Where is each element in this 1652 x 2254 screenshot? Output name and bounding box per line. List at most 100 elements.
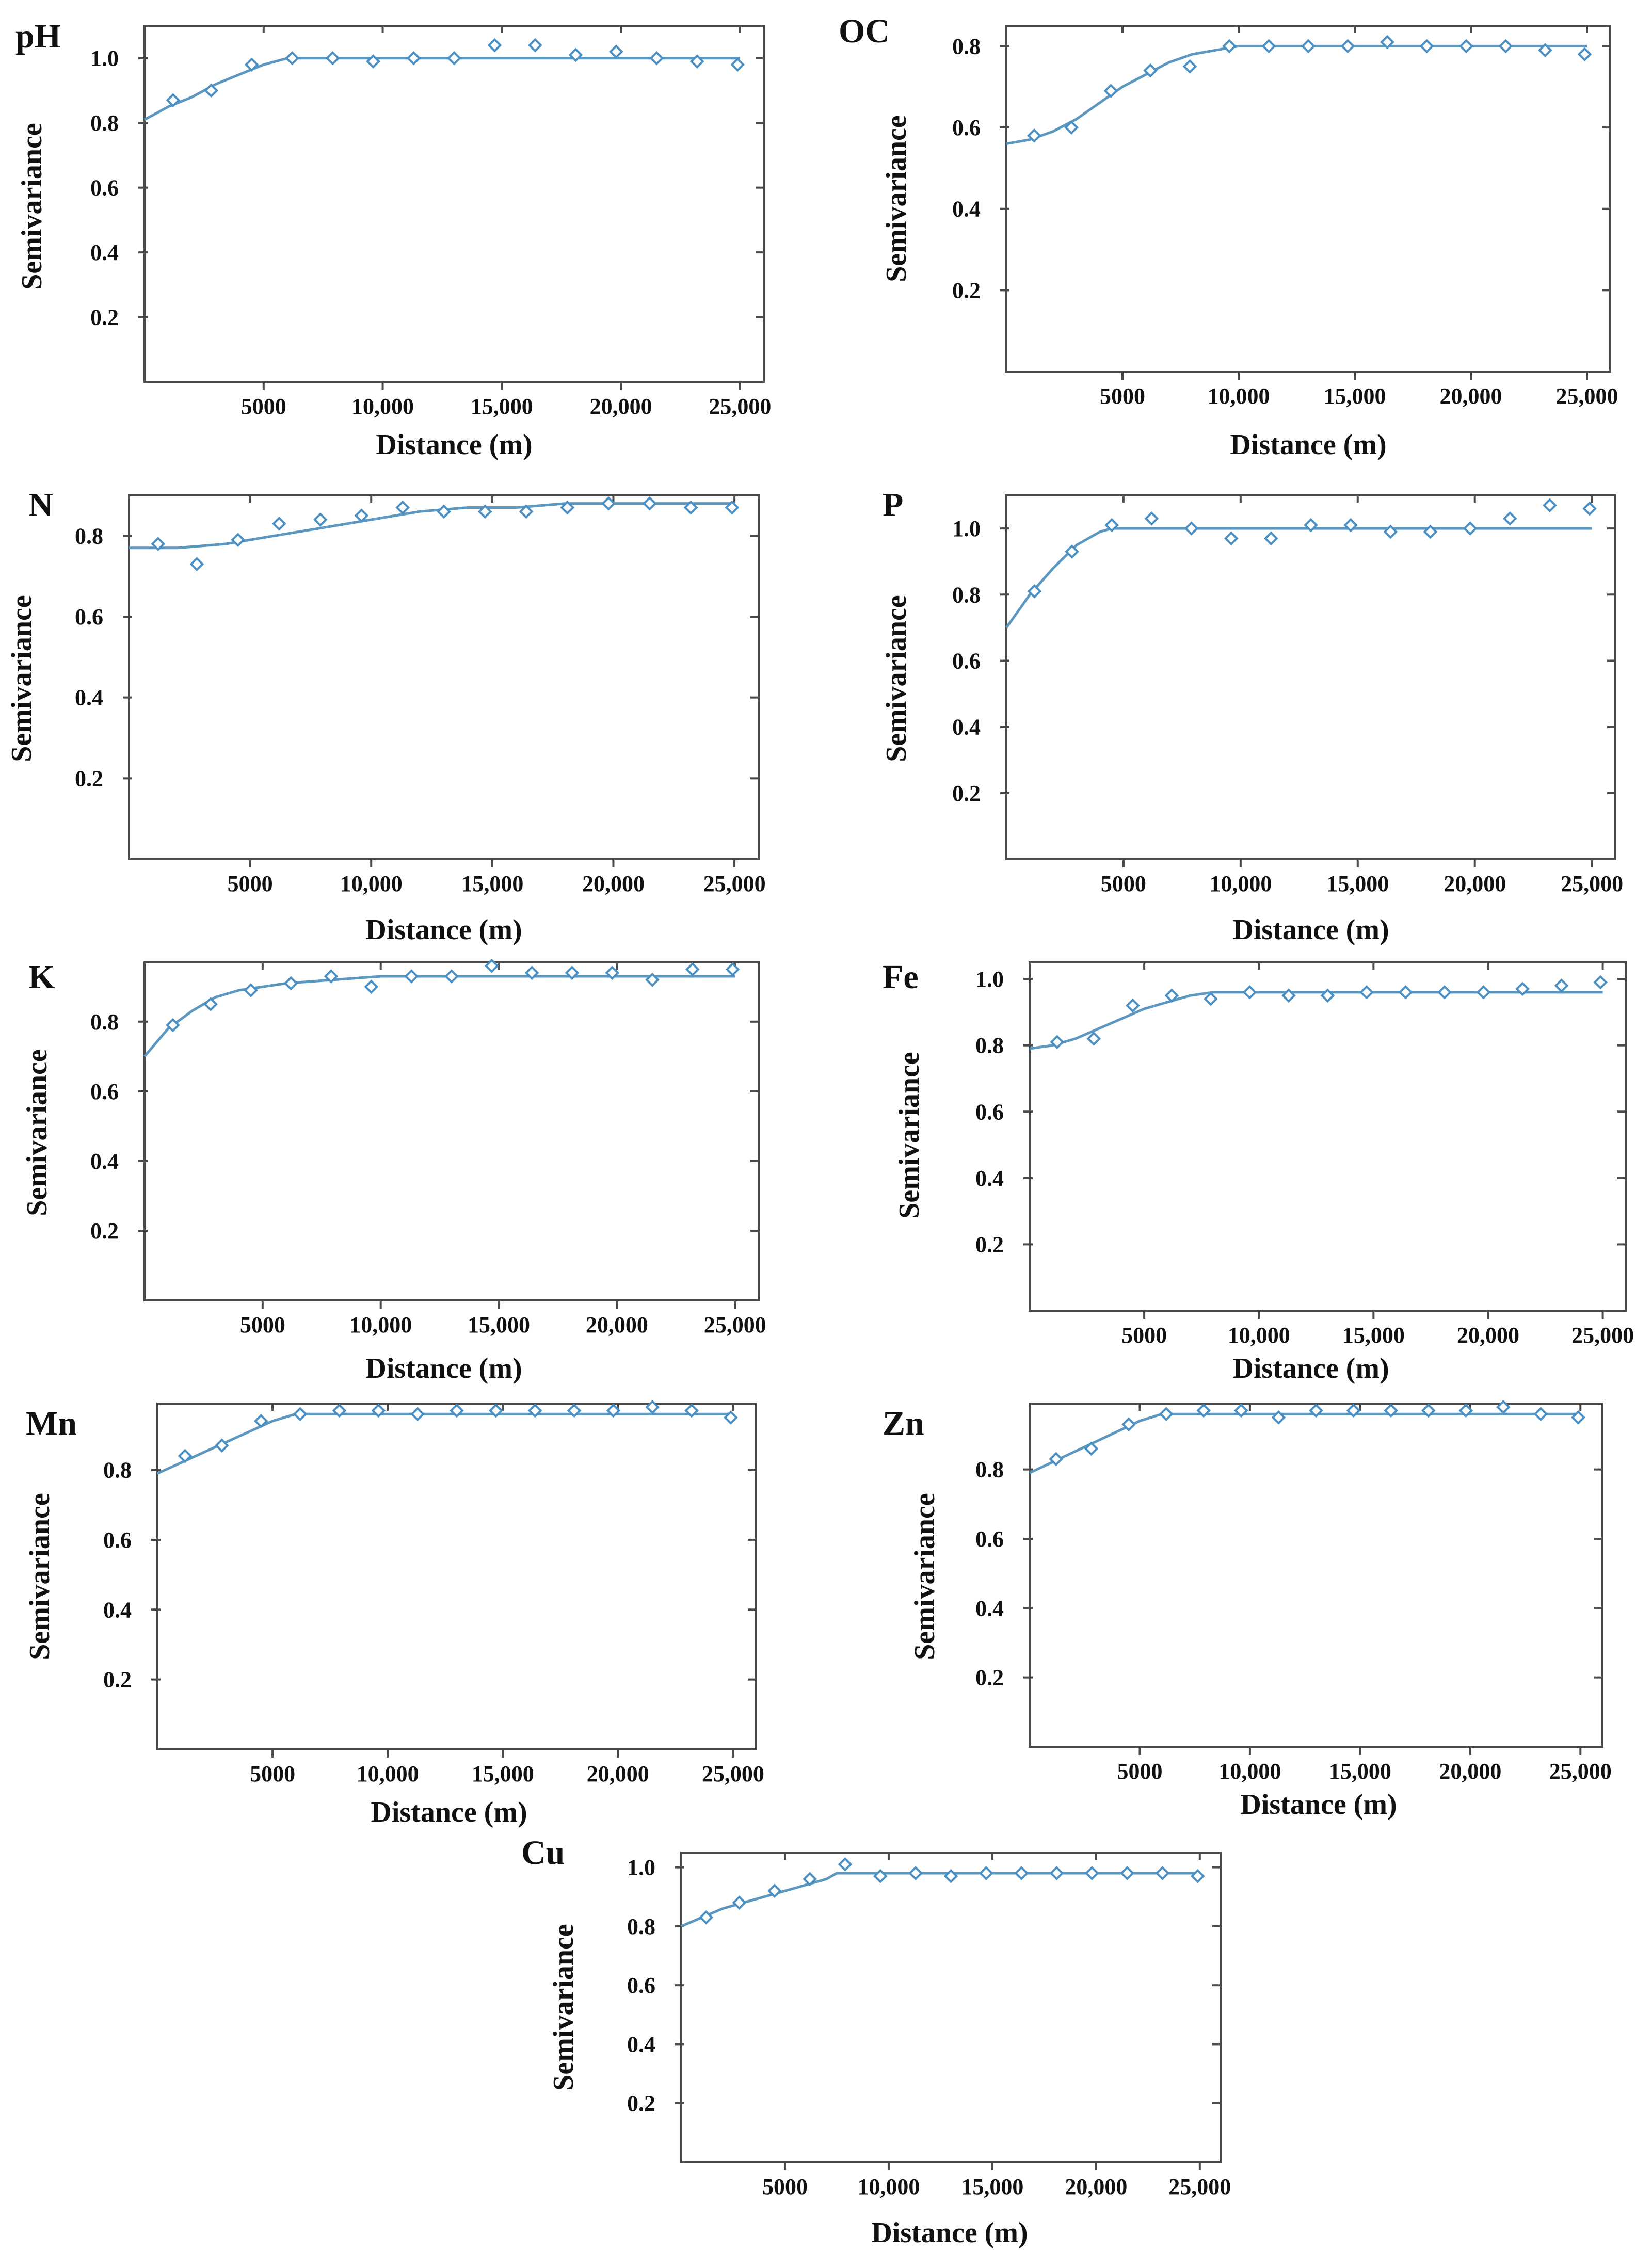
data-point bbox=[1126, 998, 1140, 1013]
y-tick-label: 0.4 bbox=[103, 1597, 132, 1622]
data-point bbox=[253, 1414, 268, 1428]
data-point bbox=[725, 500, 740, 515]
data-point bbox=[1027, 584, 1042, 599]
plot-frame bbox=[1029, 961, 1627, 1312]
data-point bbox=[285, 51, 299, 66]
data-point bbox=[1222, 39, 1237, 54]
plot-frame bbox=[1005, 25, 1611, 373]
x-tick-label: 15,000 bbox=[1324, 383, 1386, 409]
data-point bbox=[1164, 988, 1179, 1003]
data-point bbox=[519, 504, 534, 519]
x-tick-label: 20,000 bbox=[590, 394, 652, 419]
x-tick-label: 20,000 bbox=[1440, 383, 1502, 409]
data-point bbox=[1421, 1403, 1436, 1418]
data-point bbox=[1264, 531, 1278, 546]
x-tick-label: 10,000 bbox=[1218, 1759, 1281, 1784]
data-point bbox=[189, 557, 204, 571]
data-point bbox=[767, 1883, 782, 1898]
data-point bbox=[364, 979, 379, 994]
x-tick-label: 15,000 bbox=[468, 1312, 530, 1338]
data-point bbox=[1049, 1452, 1064, 1467]
y-tick-label: 0.6 bbox=[975, 1099, 1004, 1124]
y-axis-title: Semivariance bbox=[880, 595, 912, 762]
data-point bbox=[1538, 43, 1552, 58]
data-point bbox=[699, 1910, 714, 1925]
data-point bbox=[1064, 120, 1079, 135]
data-point bbox=[560, 500, 575, 515]
data-point bbox=[606, 1403, 621, 1418]
panel-title: Fe bbox=[883, 958, 919, 996]
x-tick-label: 15,000 bbox=[471, 394, 533, 419]
y-tick-label: 0.2 bbox=[975, 1232, 1004, 1257]
data-point bbox=[527, 1403, 542, 1418]
panel-fe: 5000 10,000 15,000 20,000 25,000 0.2 0.4 0.6 0.8… bbox=[883, 958, 1634, 1384]
x-tick-label: 5000 bbox=[1117, 1759, 1162, 1784]
data-point bbox=[605, 965, 620, 980]
data-point bbox=[1320, 988, 1335, 1003]
data-point bbox=[1533, 1407, 1548, 1421]
panel-cu: 5000 10,000 15,000 20,000 25,000 0.2 0.4 0.6 0.8… bbox=[521, 1834, 1231, 2249]
x-tick-label: 10,000 bbox=[1208, 383, 1270, 409]
data-point bbox=[1593, 975, 1608, 990]
data-point bbox=[1343, 518, 1358, 533]
data-point bbox=[524, 965, 539, 980]
y-tick-label: 0.6 bbox=[627, 1973, 655, 1998]
y-tick-label: 0.8 bbox=[952, 582, 981, 607]
data-point bbox=[1577, 47, 1592, 62]
x-tick-label: 25,000 bbox=[1571, 1323, 1634, 1348]
x-tick-label: 5000 bbox=[1100, 383, 1145, 409]
data-point bbox=[979, 1866, 993, 1880]
data-point bbox=[450, 1403, 464, 1418]
fitted-model-curve bbox=[129, 502, 735, 550]
y-tick-label: 0.4 bbox=[627, 2032, 655, 2057]
y-axis-title: Semivariance bbox=[24, 1493, 56, 1660]
data-point bbox=[272, 517, 286, 531]
y-tick-label: 0.2 bbox=[90, 1218, 119, 1244]
y-tick-label: 1.0 bbox=[90, 46, 119, 71]
data-point bbox=[724, 1410, 738, 1425]
data-point bbox=[166, 93, 181, 108]
data-point bbox=[1084, 1866, 1099, 1880]
data-point bbox=[943, 1869, 958, 1883]
y-tick-label: 0.2 bbox=[627, 2091, 655, 2116]
panel-k: 5000 10,000 15,000 20,000 25,000 0.2 0.4 0.6 0.8… bbox=[21, 958, 766, 1384]
x-tick-label: 25,000 bbox=[1549, 1759, 1612, 1784]
data-point bbox=[1271, 1410, 1286, 1425]
data-point bbox=[1340, 39, 1355, 54]
data-point bbox=[406, 51, 421, 66]
x-tick-label: 25,000 bbox=[703, 871, 766, 896]
data-point bbox=[645, 972, 660, 987]
y-tick-label: 0.8 bbox=[103, 1458, 132, 1483]
x-tick-label: 5000 bbox=[250, 1761, 295, 1786]
x-axis-title: Distance (m) bbox=[1230, 429, 1386, 461]
panel-mn: 5000 10,000 15,000 20,000 25,000 0.2 0.4 0.6 0.8… bbox=[24, 1399, 764, 1828]
fitted-model-curve bbox=[1005, 527, 1592, 629]
x-tick-label: 20,000 bbox=[1457, 1323, 1519, 1348]
fitted-model-curve bbox=[1029, 991, 1603, 1050]
data-point bbox=[1398, 985, 1413, 1000]
x-tick-label: 25,000 bbox=[709, 394, 771, 419]
data-point bbox=[908, 1866, 923, 1880]
x-tick-label: 5000 bbox=[228, 871, 273, 896]
data-point bbox=[1182, 59, 1197, 74]
x-tick-label: 10,000 bbox=[340, 871, 403, 896]
y-tick-label: 0.4 bbox=[952, 715, 981, 740]
y-axis-title: Semivariance bbox=[548, 1924, 580, 2090]
data-point bbox=[484, 958, 499, 973]
x-tick-label: 25,000 bbox=[1561, 871, 1623, 896]
data-point bbox=[684, 1403, 699, 1418]
x-tick-label: 15,000 bbox=[1342, 1323, 1405, 1348]
data-point bbox=[283, 976, 298, 991]
x-tick-label: 5000 bbox=[762, 2174, 808, 2199]
panel-title: N bbox=[28, 486, 53, 524]
data-point bbox=[601, 496, 616, 511]
x-tick-label: 20,000 bbox=[582, 871, 645, 896]
data-point bbox=[565, 965, 580, 980]
data-point bbox=[1301, 39, 1316, 54]
panel-ph: 5000 10,000 15,000 20,000 25,000 0.2 0.4 0.6 0.8… bbox=[15, 18, 771, 461]
data-point bbox=[1359, 985, 1374, 1000]
data-point bbox=[366, 54, 380, 69]
panel-title: pH bbox=[15, 18, 61, 55]
data-point bbox=[215, 1438, 229, 1453]
data-point bbox=[244, 983, 258, 997]
